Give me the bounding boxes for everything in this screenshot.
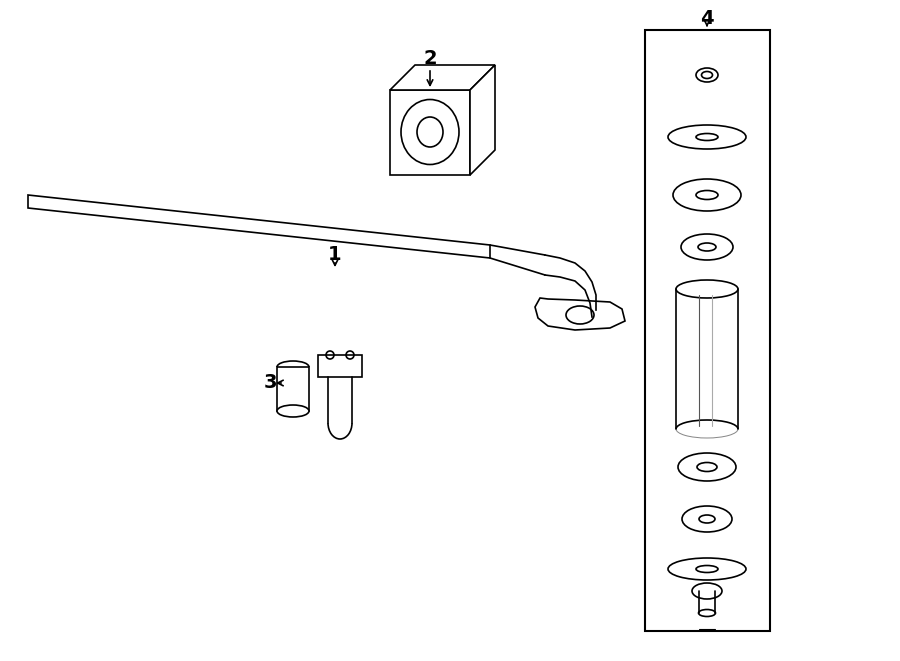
Ellipse shape (676, 280, 738, 298)
Ellipse shape (678, 453, 736, 481)
Polygon shape (390, 90, 470, 175)
Polygon shape (318, 355, 362, 377)
Ellipse shape (668, 558, 746, 580)
Bar (645, 30, 770, 631)
Ellipse shape (668, 125, 746, 149)
Text: 1: 1 (328, 245, 342, 264)
Ellipse shape (401, 100, 459, 165)
Ellipse shape (682, 506, 732, 532)
Text: 4: 4 (700, 9, 714, 28)
Ellipse shape (681, 234, 733, 260)
Polygon shape (535, 298, 625, 330)
Text: 3: 3 (263, 373, 277, 393)
Polygon shape (277, 367, 309, 411)
Ellipse shape (673, 179, 741, 211)
Polygon shape (390, 65, 495, 90)
Text: 2: 2 (423, 48, 436, 67)
Ellipse shape (698, 609, 716, 617)
Polygon shape (470, 65, 495, 175)
Ellipse shape (696, 68, 718, 82)
Ellipse shape (277, 405, 309, 417)
Ellipse shape (692, 583, 722, 599)
